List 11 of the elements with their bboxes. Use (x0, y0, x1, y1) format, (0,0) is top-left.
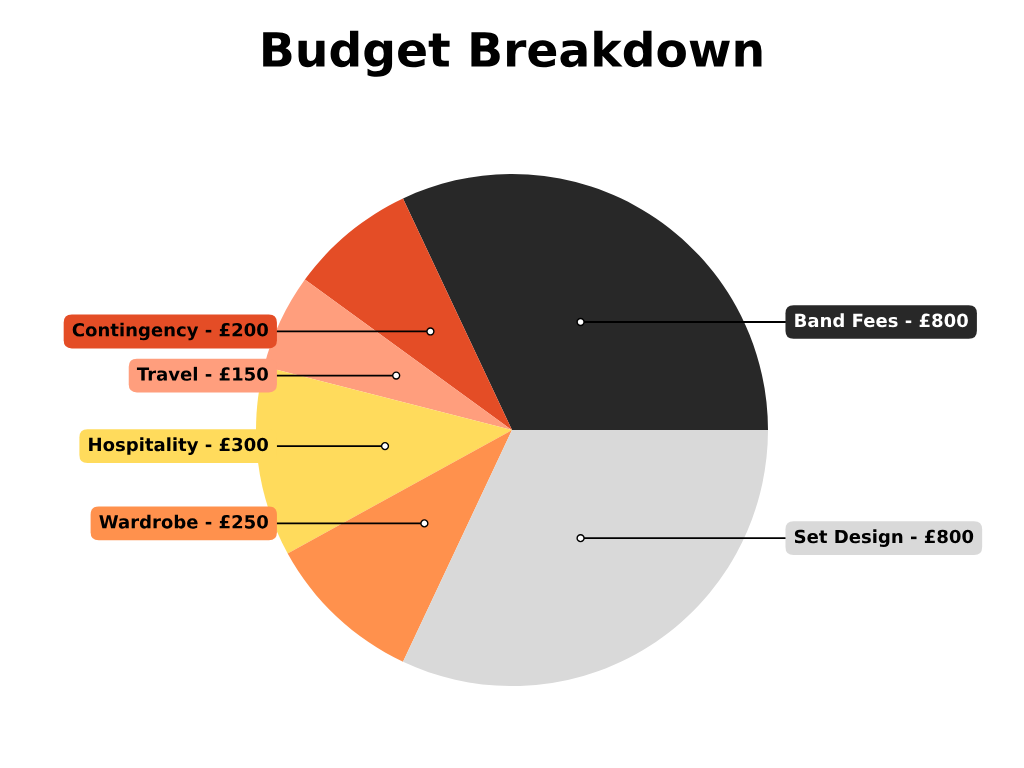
slice-label: Contingency - £200 (72, 322, 268, 341)
chart-title: Budget Breakdown (263, 30, 762, 77)
slice-label: Hospitality - £300 (89, 437, 268, 455)
slice-label: Band Fees - £800 (795, 313, 968, 328)
pie-slice (403, 174, 768, 431)
slice-label: Set Design - £800 (794, 529, 974, 547)
slice-label: Travel - £150 (136, 366, 268, 381)
pie-slice (403, 430, 768, 687)
pie-slice (287, 430, 512, 662)
pie-slice (304, 198, 512, 431)
slice-label: Wardrobe - £250 (99, 514, 268, 529)
